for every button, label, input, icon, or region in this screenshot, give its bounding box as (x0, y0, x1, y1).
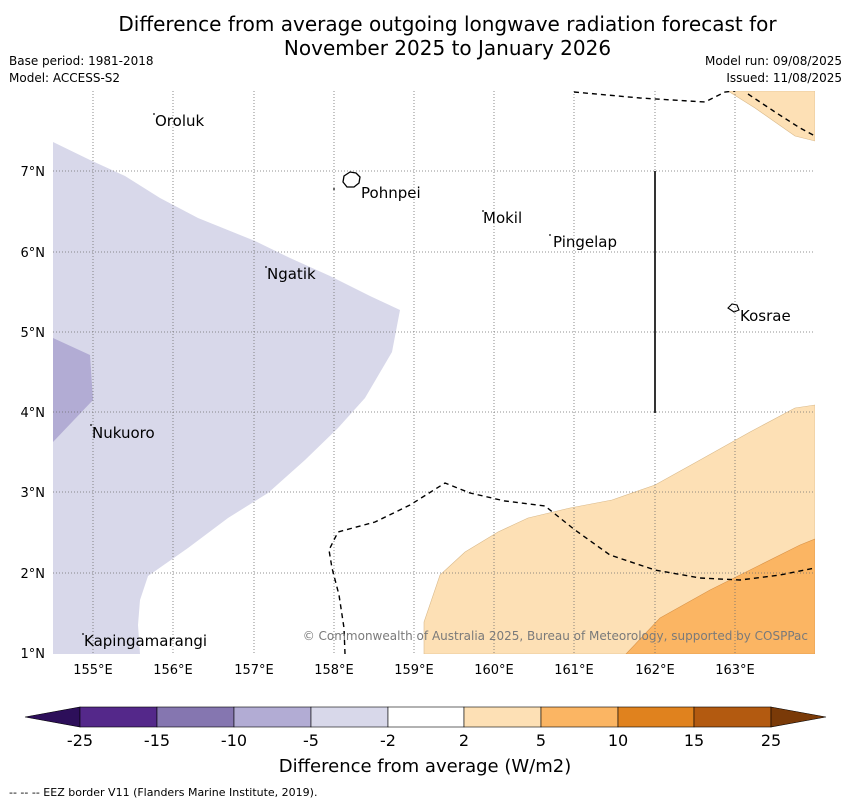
lat-label: 6°N (21, 246, 46, 261)
island-dot (549, 234, 551, 236)
colorbar: -25 -15 -10 -5 -2 2 5 10 15 25 Differenc… (24, 706, 827, 777)
colorbar-label: 2 (459, 731, 469, 750)
map-panel: Oroluk Pohnpei Mokil Pingelap Ngatik Kos… (53, 91, 815, 654)
anomaly-region-pos-north (727, 91, 815, 142)
island-dot (265, 266, 267, 268)
colorbar-label: 25 (761, 731, 781, 750)
lon-label: 159°E (394, 663, 434, 678)
place-label: Pingelap (553, 233, 617, 251)
colorbar-cell (617, 706, 695, 728)
lon-label: 156°E (153, 663, 193, 678)
footnote: -- -- -- EEZ border V11 (Flanders Marine… (9, 786, 318, 799)
colorbar-cell (156, 706, 235, 728)
anomaly-region-neg-medium (53, 338, 93, 442)
colorbar-label: -5 (303, 731, 319, 750)
lat-axis: 7°N 6°N 5°N 4°N 3°N 2°N 1°N (21, 165, 46, 662)
place-label: Pohnpei (361, 184, 421, 202)
colorbar-title: Difference from average (W/m2) (279, 756, 571, 777)
island-dot (82, 633, 84, 635)
island-dot (90, 424, 92, 426)
island-dot (482, 210, 484, 212)
colorbar-label: -25 (67, 731, 93, 750)
title-line-1: Difference from average outgoing longwav… (118, 12, 777, 36)
model-name: Model: ACCESS-S2 (9, 71, 121, 85)
chart-title: Difference from average outgoing longwav… (0, 12, 850, 60)
lat-label: 2°N (21, 567, 46, 582)
graticule (53, 91, 815, 654)
place-label: Mokil (483, 209, 522, 227)
anomaly-region-neg-small (53, 142, 400, 654)
colorbar-label: -10 (221, 731, 247, 750)
title-line-2: November 2025 to January 2026 (283, 36, 612, 60)
lat-label: 3°N (21, 486, 46, 501)
lon-label: 158°E (314, 663, 354, 678)
colorbar-cell (540, 706, 619, 728)
colorbar-cell (310, 706, 389, 728)
lat-label: 7°N (21, 165, 46, 180)
lon-label: 162°E (635, 663, 675, 678)
model-run: Model run: 09/08/2025 (704, 54, 842, 68)
lon-label: 157°E (234, 663, 274, 678)
colorbar-cell (387, 706, 465, 728)
meta-right: Model run: 09/08/2025 Issued: 11/08/2025 (705, 53, 842, 87)
lat-label: 4°N (21, 406, 46, 421)
place-label: Oroluk (155, 112, 204, 130)
place-label: Ngatik (267, 265, 316, 283)
lon-label: 160°E (474, 663, 514, 678)
eez-border (328, 91, 815, 654)
colorbar-label: 10 (608, 731, 628, 750)
lon-label: 163°E (715, 663, 755, 678)
colorbar-label: 5 (536, 731, 546, 750)
colorbar-cell (693, 706, 772, 728)
issued-date: Issued: 11/08/2025 (726, 71, 842, 85)
colorbar-label: -2 (380, 731, 396, 750)
copyright-text: © Commonwealth of Australia 2025, Bureau… (303, 629, 808, 643)
colorbar-cell (463, 706, 542, 728)
colorbar-label: -15 (144, 731, 170, 750)
colorbar-extend-low (24, 706, 81, 728)
lon-label: 155°E (73, 663, 113, 678)
kosrae-island (727, 303, 740, 313)
colorbar-extend-high (770, 706, 827, 728)
island-dot (333, 188, 335, 190)
colorbar-cell (79, 706, 158, 728)
island-dot (153, 113, 155, 115)
colorbar-label: 15 (684, 731, 704, 750)
lon-axis: 155°E 156°E 157°E 158°E 159°E 160°E 161°… (73, 663, 755, 678)
lat-label: 1°N (21, 647, 46, 662)
lat-label: 5°N (21, 326, 46, 341)
pohnpei-island (342, 171, 361, 188)
meta-left: Base period: 1981-2018 Model: ACCESS-S2 (9, 53, 154, 87)
place-label: Kapingamarangi (84, 632, 207, 650)
base-period: Base period: 1981-2018 (9, 54, 154, 68)
place-label: Kosrae (740, 307, 791, 325)
place-label: Nukuoro (92, 424, 155, 442)
colorbar-cell (233, 706, 312, 728)
anomaly-region-pos-medium (625, 538, 815, 654)
lon-label: 161°E (554, 663, 594, 678)
